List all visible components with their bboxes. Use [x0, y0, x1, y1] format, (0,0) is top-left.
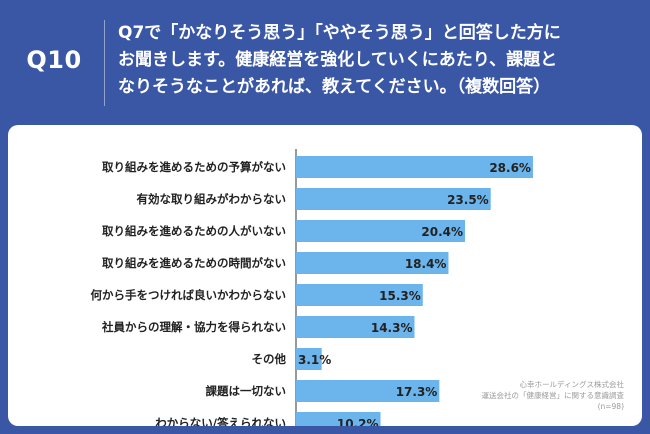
value-label: 17.3% — [396, 385, 438, 399]
question-text: Q7で「かなりそう思う」「ややそう思う」と回答した方に お聞きします。健康経営を… — [118, 23, 561, 97]
circle-p-icon — [10, 405, 23, 418]
category-label: 課題は一切ない — [206, 384, 287, 398]
header-divider — [104, 20, 105, 106]
source-notes: 心幸ホールディングス株式会社 運送会社の「健康経営」に関する意識調査 (n=98… — [482, 379, 625, 412]
value-label: 20.4% — [421, 225, 463, 239]
category-label: わからない/答えられない — [155, 416, 286, 426]
chart-panel: 取り組みを進めるための予算がない 28.6% 有効な取り組みがわからない 23.5% 取… — [8, 125, 642, 426]
bar — [296, 252, 449, 274]
note-sample: (n=98) — [597, 402, 624, 411]
note-company: 心幸ホールディングス株式会社 — [519, 380, 624, 389]
value-label: 14.3% — [371, 321, 413, 335]
value-label: 23.5% — [447, 193, 489, 207]
bar — [296, 348, 322, 370]
bar-chart: 取り組みを進めるための予算がない 28.6% 有効な取り組みがわからない 23.5% 取… — [91, 149, 533, 426]
value-label: 18.4% — [405, 257, 447, 271]
bar — [296, 156, 533, 178]
category-label: 取り組みを進めるための予算がない — [102, 160, 286, 174]
value-label: 10.2% — [337, 417, 379, 426]
bar — [296, 412, 381, 426]
logo-text: リサピー — [27, 406, 80, 421]
brand-logo: リサピー — [10, 402, 79, 421]
category-label: 取り組みを進めるための人がいない — [102, 224, 286, 238]
category-label: 有効な取り組みがわからない — [137, 192, 287, 206]
category-label: その他 — [252, 352, 287, 366]
note-survey: 運送会社の「健康経営」に関する意識調査 — [481, 391, 625, 400]
bar — [296, 380, 440, 402]
category-label: 社員からの理解・協力を得られない — [101, 320, 286, 334]
bar — [296, 284, 423, 306]
value-label: 15.3% — [379, 289, 421, 303]
question-number: Q10 — [26, 46, 82, 74]
category-label: 取り組みを進めるための時間がない — [102, 256, 286, 270]
category-label: 何から手をつければ良いかわからない — [91, 288, 287, 302]
value-label: 3.1% — [298, 353, 331, 367]
value-label: 28.6% — [489, 161, 531, 175]
bar — [296, 316, 415, 338]
bar — [296, 188, 491, 210]
header: Q10 Q7で「かなりそう思う」「ややそう思う」と回答した方に お聞きします。健… — [0, 0, 650, 125]
bar — [296, 220, 466, 242]
